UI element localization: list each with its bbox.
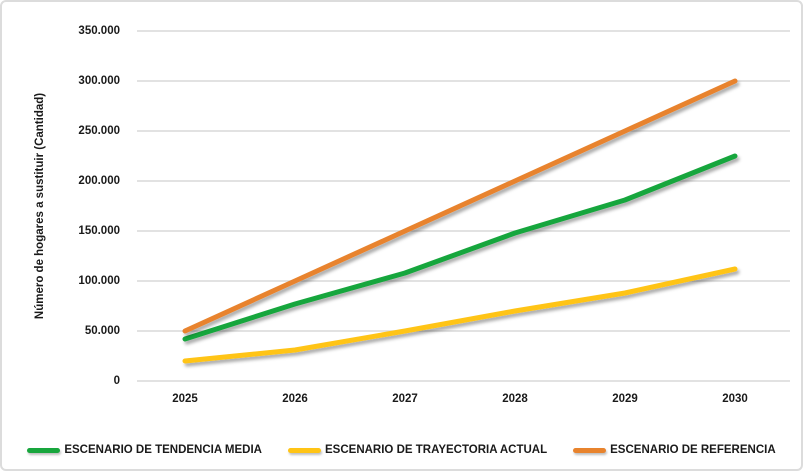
series-line-2 bbox=[182, 78, 738, 334]
y-tick-label: 200.000 bbox=[78, 175, 120, 187]
y-tick-label: 50.000 bbox=[84, 325, 120, 337]
legend-label: ESCENARIO DE TRAYECTORIA ACTUAL bbox=[325, 444, 548, 456]
x-tick-label: 2025 bbox=[172, 393, 198, 405]
x-tick-label: 2029 bbox=[612, 393, 638, 405]
legend-item-trayectoria-actual: ESCENARIO DE TRAYECTORIA ACTUAL bbox=[288, 444, 547, 456]
y-tick-label: 0 bbox=[113, 375, 120, 387]
y-axis-title: Número de hogares a sustituir (Cantidad) bbox=[34, 92, 46, 320]
x-tick-label: 2027 bbox=[392, 393, 418, 405]
x-tick-label: 2030 bbox=[722, 393, 748, 405]
series-line-1 bbox=[182, 266, 738, 364]
series-line-0 bbox=[182, 153, 738, 342]
y-tick-label: 250.000 bbox=[78, 125, 120, 137]
x-tick-label: 2028 bbox=[502, 393, 528, 405]
legend-line-swatch-orange bbox=[573, 447, 607, 453]
legend-line-swatch-yellow bbox=[288, 447, 321, 453]
legend-item-referencia: ESCENARIO DE REFERENCIA bbox=[573, 444, 776, 456]
legend-label: ESCENARIO DE TENDENCIA MEDIA bbox=[64, 444, 262, 456]
y-tick-label: 100.000 bbox=[78, 275, 120, 287]
legend-item-tendencia-media: ESCENARIO DE TENDENCIA MEDIA bbox=[27, 444, 262, 456]
chart-legend: ESCENARIO DE TENDENCIA MEDIA ESCENARIO D… bbox=[2, 444, 801, 456]
legend-label: ESCENARIO DE REFERENCIA bbox=[610, 444, 776, 456]
y-tick-label: 150.000 bbox=[78, 225, 120, 237]
y-tick-label: 300.000 bbox=[78, 75, 120, 87]
legend-line-swatch-green bbox=[27, 447, 61, 453]
x-tick-label: 2026 bbox=[282, 393, 308, 405]
y-tick-label: 350.000 bbox=[78, 25, 120, 37]
